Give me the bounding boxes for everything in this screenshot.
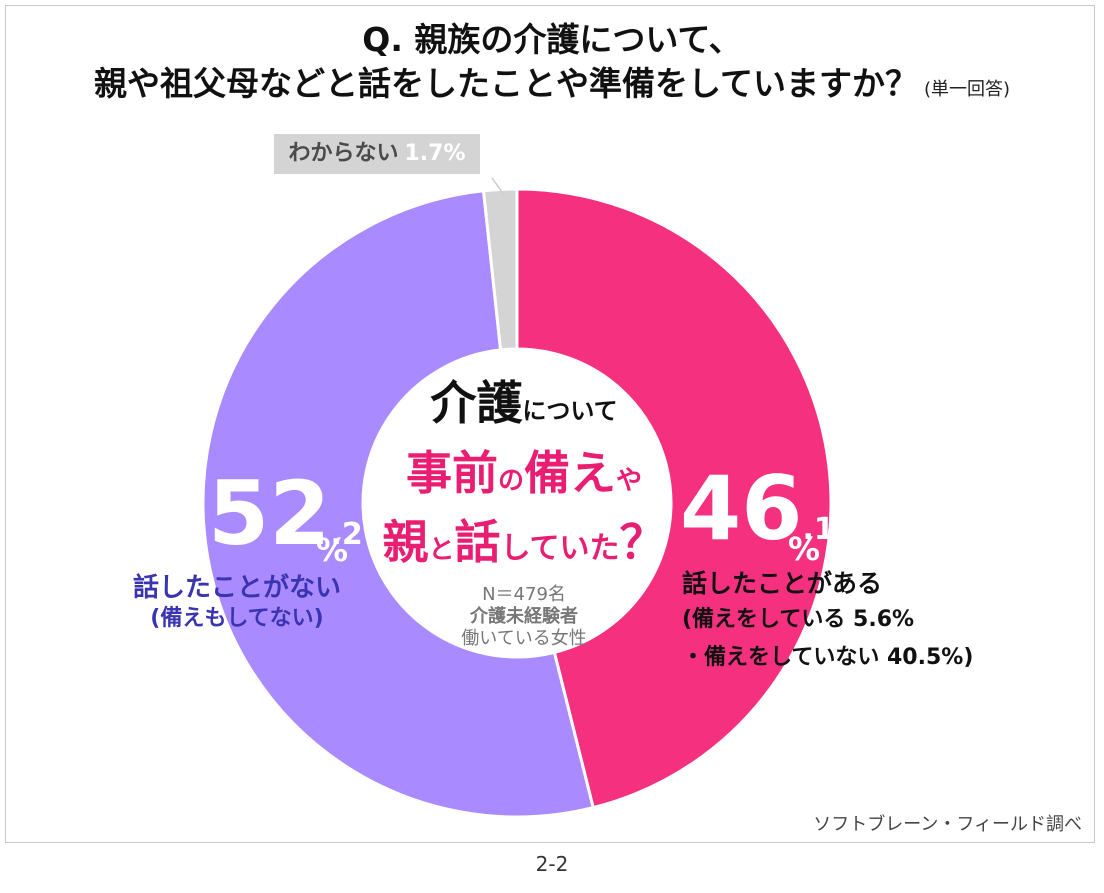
center-word-parent: 親 xyxy=(382,515,429,569)
title-line-1: Q. 親族の介護について、 xyxy=(362,20,742,59)
center-word-kai: 介 xyxy=(430,376,477,430)
center-word-go: 護 xyxy=(476,376,523,430)
center-line-1: 介護について xyxy=(362,373,686,444)
yes-percent-int: 46 xyxy=(680,457,803,560)
center-word-about: について xyxy=(522,397,618,425)
no-percent: 52.2 % xyxy=(208,470,363,567)
no-category-main: 話したことがない xyxy=(132,573,341,603)
unknown-percent: 1.7% xyxy=(404,141,466,166)
center-word-to: と xyxy=(428,535,455,565)
page-number: 2-2 xyxy=(535,852,569,876)
slice-talked xyxy=(515,187,833,810)
title-line-2-text: 親や祖父母などと話をしたことや準備をしていますか？ xyxy=(93,64,918,103)
title-answer-note: (単一回答) xyxy=(923,79,1011,100)
sample-size: N＝479名 xyxy=(482,584,566,605)
yes-category-label: 話したことがある (備えをしている 5.6% ・備えをしていない 40.5%) xyxy=(682,567,973,677)
yes-breakdown-prepared: (備えをしている 5.6% xyxy=(682,607,915,632)
yes-percent: 46.1 % xyxy=(680,465,835,566)
center-word-did: していた xyxy=(500,531,620,566)
unknown-label-text: わからない xyxy=(288,141,399,166)
yes-percent-unit: % xyxy=(788,530,821,568)
yes-percent-dec: .1 xyxy=(802,512,835,547)
title-line-2: 親や祖父母などと話をしたことや準備をしていますか？ (単一回答) xyxy=(0,62,1104,112)
center-word-no: の xyxy=(497,466,524,496)
yes-breakdown-not-prepared: ・備えをしていない 40.5%) xyxy=(682,645,974,670)
center-word-prep: 備え xyxy=(524,446,616,500)
center-word-talk: 話 xyxy=(454,515,501,569)
center-word-advance: 事前 xyxy=(405,446,498,500)
no-category-sub: (備えもしてない) xyxy=(150,606,324,631)
donut-slices xyxy=(201,187,833,819)
center-message: 介護について 事前の備えや 親と話していた？ N＝479名 介護未経験者 働いて… xyxy=(362,373,686,650)
unknown-leader-line xyxy=(491,177,506,197)
page-title: Q. 親族の介護について、 親や祖父母などと話をしたことや準備をしていますか？(… xyxy=(0,18,1104,112)
slice-unknown xyxy=(481,187,519,352)
unknown-label: わからない 1.7% xyxy=(274,134,480,174)
no-percent-unit: % xyxy=(316,531,349,569)
center-line-3: 親と話していた？ xyxy=(362,513,686,582)
center-line-2: 事前の備えや xyxy=(362,444,686,513)
no-category-label: 話したことがない (備えもしてない) xyxy=(112,572,362,634)
sample-population: 働いている女性 xyxy=(461,628,587,649)
yes-category-main: 話したことがある xyxy=(682,569,883,598)
slice-not-talked xyxy=(201,189,595,819)
center-word-question: ？ xyxy=(619,515,666,569)
center-word-ya: や xyxy=(616,466,643,496)
no-percent-int: 52 xyxy=(208,462,331,565)
sample-group: 介護未経験者 xyxy=(470,606,578,627)
no-percent-dec: .2 xyxy=(330,517,363,552)
source-credit: ソフトブレーン・フィールド調べ xyxy=(813,814,1082,835)
